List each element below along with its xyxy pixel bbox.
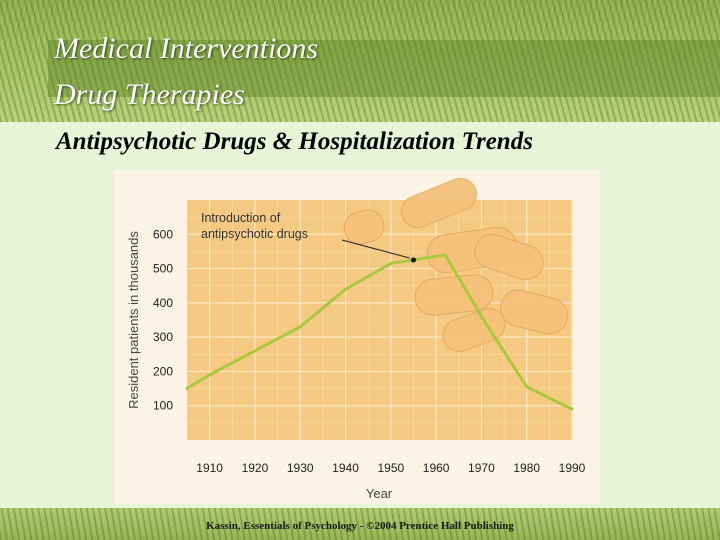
x-axis-label: Year — [366, 486, 393, 501]
annotation-label: antipsychotic drugs — [201, 227, 308, 241]
slide-subtitle: Antipsychotic Drugs & Hospitalization Tr… — [56, 128, 533, 155]
x-tick-label: 1960 — [423, 461, 450, 475]
x-tick-label: 1920 — [242, 461, 269, 475]
grass-background-bottom — [0, 508, 720, 540]
footer-citation: Kassin, Essentials of Psychology - ©2004… — [206, 520, 514, 532]
pill-capsule-icon — [343, 209, 385, 245]
y-tick-label: 300 — [153, 330, 173, 344]
y-tick-label: 500 — [153, 262, 173, 276]
pill-capsule-icon — [474, 233, 544, 281]
y-tick-label: 600 — [153, 227, 173, 241]
annotation-leader-line — [341, 239, 410, 259]
annotation-point — [410, 257, 416, 263]
y-tick-label: 200 — [153, 364, 173, 378]
chart-panel: 100 200 300 400 500 600 1910 1920 1930 1940 1950 19… — [114, 170, 600, 504]
line-chart: 100 200 300 400 500 600 1910 1920 1930 1940 1950 19… — [126, 177, 586, 501]
pill-capsule-icon — [401, 177, 477, 229]
slide-title: Medical Interventions — [54, 32, 319, 65]
grass-background-top — [0, 0, 720, 122]
annotation-label: Introduction of — [201, 211, 281, 225]
pill-capsule-icon — [442, 308, 506, 352]
x-tick-label: 1950 — [377, 461, 404, 475]
x-tick-label: 1980 — [513, 461, 540, 475]
x-tick-label: 1990 — [559, 461, 586, 475]
title-band — [48, 40, 720, 97]
y-tick-label: 100 — [153, 399, 173, 413]
y-axis-label: Resident patients in thousands — [126, 231, 141, 409]
slide-section-title: Drug Therapies — [54, 78, 245, 111]
y-tick-label: 400 — [153, 296, 173, 310]
x-tick-label: 1970 — [468, 461, 495, 475]
x-tick-label: 1910 — [196, 461, 223, 475]
pill-capsule-icon — [499, 289, 569, 335]
series-line — [185, 253, 574, 411]
x-tick-label: 1930 — [287, 461, 314, 475]
x-tick-label: 1940 — [332, 461, 359, 475]
